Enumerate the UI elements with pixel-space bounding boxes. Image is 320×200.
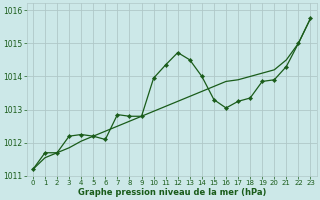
X-axis label: Graphe pression niveau de la mer (hPa): Graphe pression niveau de la mer (hPa): [77, 188, 266, 197]
